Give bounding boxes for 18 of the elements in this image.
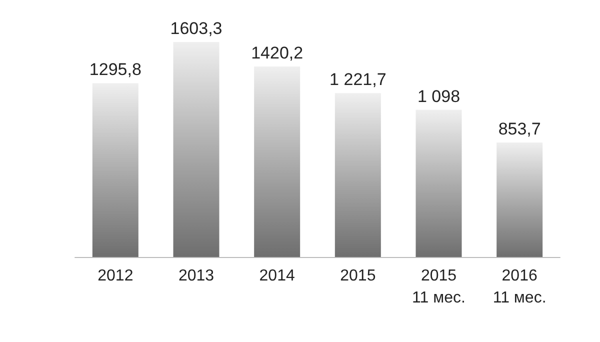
data-label: 853,7	[498, 120, 541, 139]
bar	[496, 142, 543, 257]
data-label: 1 221,7	[330, 70, 386, 90]
bar	[416, 110, 462, 257]
bar	[92, 83, 138, 257]
x-tick-label: 2014	[259, 268, 295, 284]
x-tick-label: 2012	[98, 268, 134, 284]
data-label: 1 098	[417, 86, 460, 106]
bar	[334, 93, 381, 257]
x-tick-label: 2015	[340, 268, 376, 284]
bar	[254, 66, 300, 257]
x-tick-label: 2016 11 мес.	[492, 268, 546, 306]
bar	[173, 42, 220, 257]
x-tick-label: 2013	[178, 268, 214, 284]
data-label: 1603,3	[170, 19, 222, 38]
data-label: 1420,2	[251, 44, 304, 63]
x-tick-label: 2015 11 мес.	[412, 268, 466, 306]
data-label: 1295,8	[89, 60, 142, 80]
